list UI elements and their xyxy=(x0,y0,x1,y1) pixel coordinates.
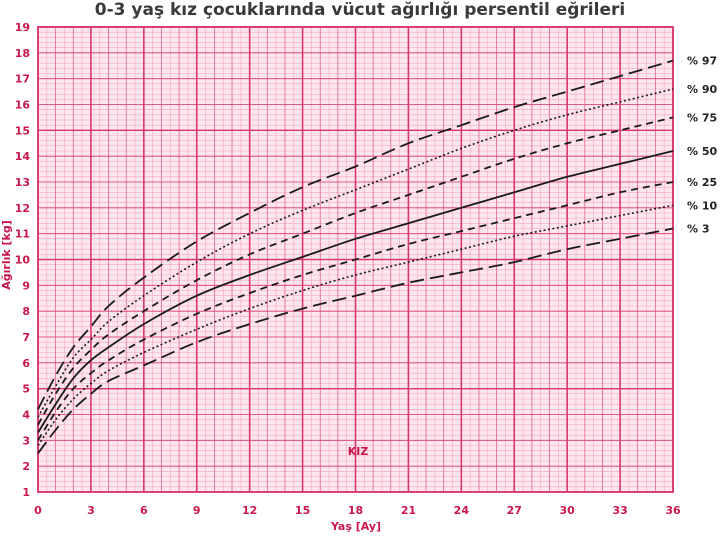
y-tick-label: 2 xyxy=(22,460,30,473)
x-tick-label: 3 xyxy=(87,504,95,517)
sex-label: KIZ xyxy=(348,445,369,458)
percentile-label-p90: % 90 xyxy=(687,83,718,96)
y-tick-label: 6 xyxy=(22,357,30,370)
percentile-label-p25: % 25 xyxy=(687,176,717,189)
y-tick-label: 7 xyxy=(22,331,30,344)
percentile-curve-p50 xyxy=(37,150,674,434)
y-tick-label: 9 xyxy=(22,279,30,292)
x-tick-label: 24 xyxy=(454,504,470,517)
x-tick-label: 33 xyxy=(612,504,627,517)
x-tick-label: 9 xyxy=(193,504,201,517)
y-tick-label: 19 xyxy=(15,21,30,34)
y-tick-label: 16 xyxy=(15,99,31,112)
percentile-label-p97: % 97 xyxy=(687,55,717,68)
percentile-curve-p97 xyxy=(37,59,674,410)
percentile-curve-p75 xyxy=(37,116,674,426)
x-tick-label: 21 xyxy=(401,504,416,517)
percentile-labels: % 97 % 90 % 75 % 50 % 25 % 10 % 3 xyxy=(687,55,718,236)
y-tick-label: 11 xyxy=(15,228,30,241)
y-tick-label: 4 xyxy=(22,409,30,422)
y-tick-label: 12 xyxy=(15,202,30,215)
percentile-label-p3: % 3 xyxy=(687,223,710,236)
x-tick-label: 0 xyxy=(34,504,42,517)
y-tick-label: 5 xyxy=(22,383,30,396)
y-tick-label: 17 xyxy=(15,73,30,86)
chart-title: 0-3 yaş kız çocuklarında vücut ağırlığı … xyxy=(95,0,625,20)
percentile-label-p75: % 75 xyxy=(687,111,717,124)
y-tick-label: 3 xyxy=(22,434,30,447)
percentile-label-p10: % 10 xyxy=(687,199,718,212)
x-axis-label: Yaş [Ay] xyxy=(330,520,381,533)
y-tick-label: 8 xyxy=(22,305,30,318)
x-tick-label: 12 xyxy=(242,504,257,517)
percentile-curve-p3 xyxy=(37,227,674,454)
y-tick-label: 14 xyxy=(15,150,31,163)
percentile-curves xyxy=(37,59,674,454)
x-tick-label: 18 xyxy=(348,504,363,517)
percentile-curve-p10 xyxy=(37,204,674,446)
y-tick-label: 1 xyxy=(22,486,30,499)
percentile-label-p50: % 50 xyxy=(687,145,718,158)
major-grid xyxy=(37,26,674,493)
y-tick-label: 18 xyxy=(15,47,30,60)
x-axis-ticks: 0 3 6 9 12 15 18 21 24 27 30 33 36 xyxy=(34,504,681,517)
x-tick-label: 30 xyxy=(560,504,576,517)
x-tick-label: 6 xyxy=(140,504,148,517)
x-tick-label: 36 xyxy=(665,504,681,517)
y-axis-label: Ağırlık [kg] xyxy=(0,220,13,290)
y-tick-label: 10 xyxy=(15,254,31,267)
percentile-curve-p90 xyxy=(37,88,674,418)
percentile-curve-p25 xyxy=(37,181,674,441)
y-tick-label: 15 xyxy=(15,124,30,137)
plot-frame xyxy=(37,26,674,493)
x-tick-label: 15 xyxy=(295,504,310,517)
y-tick-label: 13 xyxy=(15,176,30,189)
x-tick-label: 27 xyxy=(507,504,522,517)
